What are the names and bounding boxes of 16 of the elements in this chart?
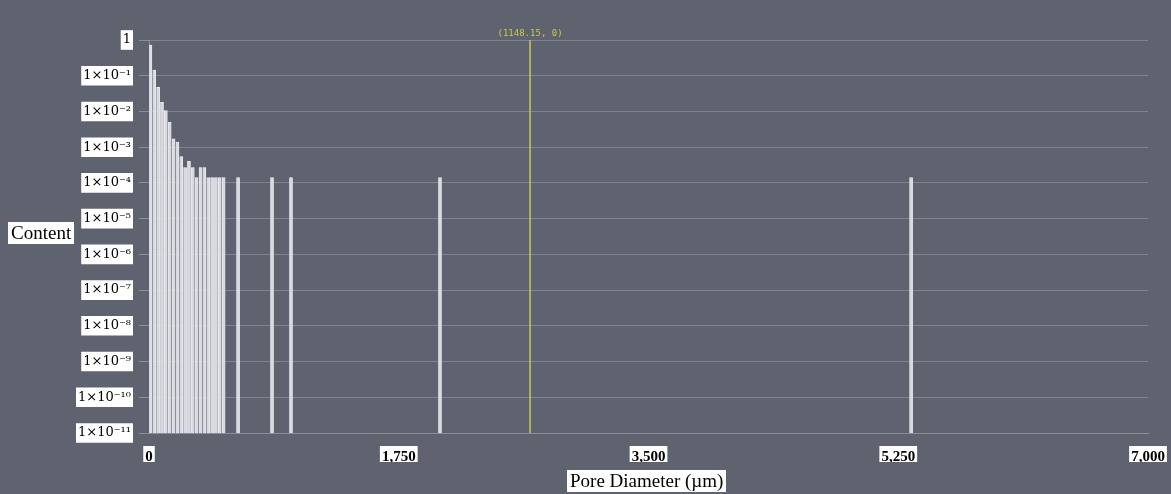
y-tick-label: 1×10⁻² (83, 102, 131, 118)
x-tick-label: 0 (145, 447, 153, 464)
y-tick-label: 1×10⁻¹¹ (78, 424, 131, 440)
y-tick-label: 1 (122, 31, 131, 47)
y-tick-label: 1×10⁻⁸ (83, 317, 131, 333)
y-tick-label: 1×10⁻⁵ (83, 210, 131, 226)
y-tick-label: 1×10⁻¹ (83, 67, 131, 83)
y-tick-label: 1×10⁻⁹ (83, 352, 131, 368)
x-axis-title: Pore Diameter (µm) (567, 470, 727, 492)
y-tick-label: 1×10⁻¹⁰ (78, 388, 131, 404)
text: (1148.15, 0) (497, 27, 563, 38)
y-axis-title: Content (8, 222, 75, 244)
y-tick-label: 1×10⁻⁴ (83, 174, 131, 190)
y-tick-label: 1×10⁻⁷ (83, 281, 131, 297)
y-tick-label: 1×10⁻⁶ (83, 245, 131, 261)
y-tick-label: 1×10⁻³ (83, 138, 131, 154)
